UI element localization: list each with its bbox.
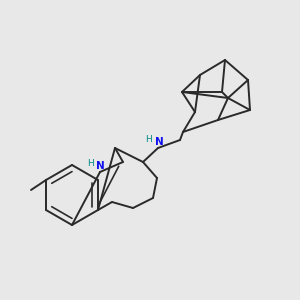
Text: N: N: [154, 137, 164, 147]
Text: H: H: [146, 136, 152, 145]
Text: N: N: [96, 161, 104, 171]
Text: H: H: [88, 160, 94, 169]
